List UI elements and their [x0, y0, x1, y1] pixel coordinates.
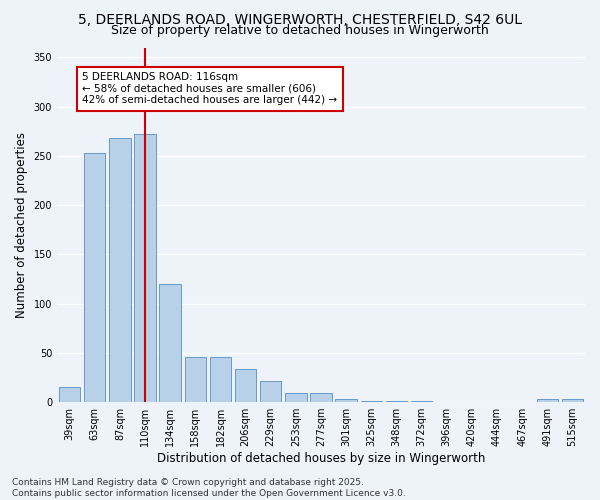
Y-axis label: Number of detached properties: Number of detached properties: [15, 132, 28, 318]
Text: 5, DEERLANDS ROAD, WINGERWORTH, CHESTERFIELD, S42 6UL: 5, DEERLANDS ROAD, WINGERWORTH, CHESTERF…: [78, 12, 522, 26]
Bar: [260, 382, 281, 402]
Bar: [411, 401, 432, 402]
Bar: [310, 393, 332, 402]
Bar: [335, 399, 357, 402]
Bar: [562, 399, 583, 402]
Text: Size of property relative to detached houses in Wingerworth: Size of property relative to detached ho…: [111, 24, 489, 37]
Bar: [185, 357, 206, 402]
Text: Contains HM Land Registry data © Crown copyright and database right 2025.
Contai: Contains HM Land Registry data © Crown c…: [12, 478, 406, 498]
Bar: [134, 134, 156, 402]
Bar: [84, 153, 106, 402]
Bar: [386, 401, 407, 402]
Bar: [109, 138, 131, 402]
Bar: [285, 393, 307, 402]
Bar: [235, 368, 256, 402]
Bar: [210, 357, 231, 402]
Bar: [160, 284, 181, 402]
Bar: [59, 388, 80, 402]
X-axis label: Distribution of detached houses by size in Wingerworth: Distribution of detached houses by size …: [157, 452, 485, 465]
Bar: [361, 401, 382, 402]
Bar: [536, 399, 558, 402]
Text: 5 DEERLANDS ROAD: 116sqm
← 58% of detached houses are smaller (606)
42% of semi-: 5 DEERLANDS ROAD: 116sqm ← 58% of detach…: [82, 72, 337, 106]
